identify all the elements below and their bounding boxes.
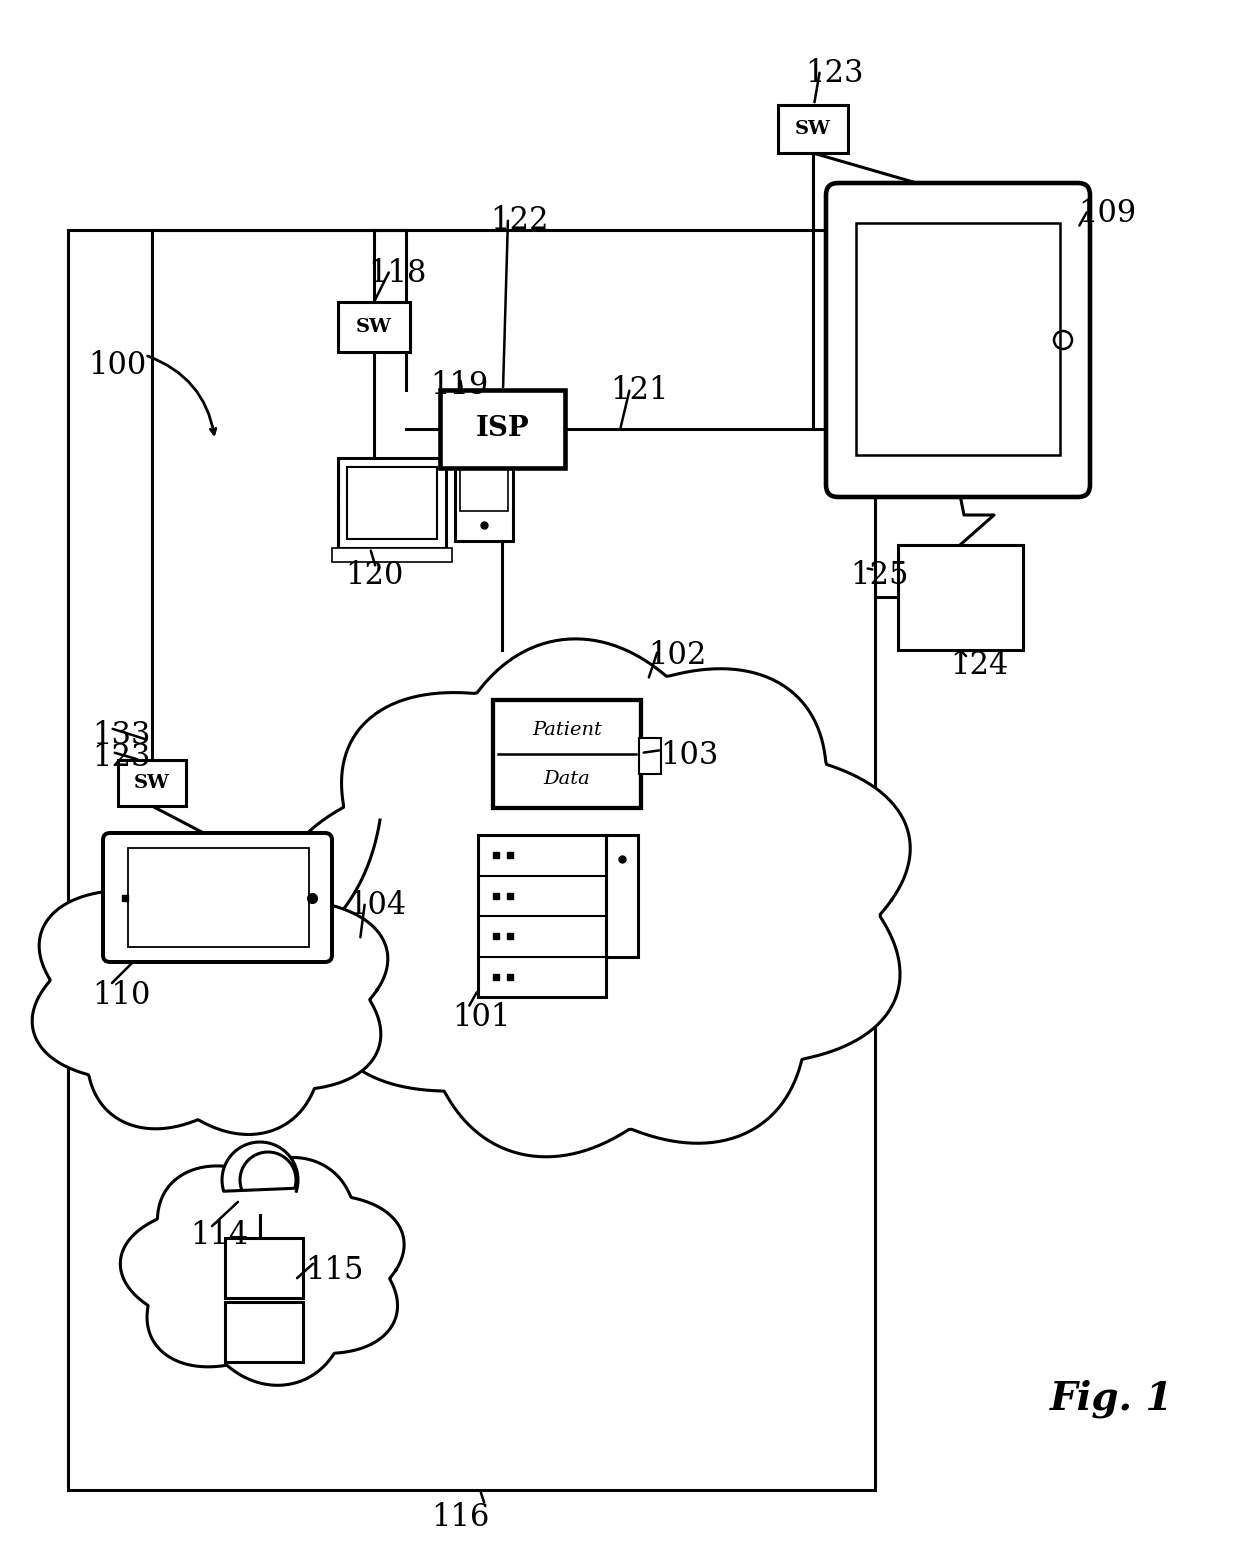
- Text: SW: SW: [134, 774, 170, 792]
- Text: 110: 110: [92, 979, 150, 1010]
- Polygon shape: [281, 639, 910, 1156]
- FancyBboxPatch shape: [332, 548, 453, 562]
- Text: 119: 119: [430, 369, 489, 400]
- Text: SW: SW: [795, 120, 831, 138]
- Text: 124: 124: [950, 650, 1008, 681]
- FancyBboxPatch shape: [68, 230, 875, 1490]
- Text: SW: SW: [356, 318, 392, 335]
- Text: 116: 116: [430, 1502, 490, 1533]
- Text: 114: 114: [190, 1220, 248, 1251]
- Text: 104: 104: [348, 889, 407, 920]
- FancyBboxPatch shape: [440, 390, 565, 469]
- Polygon shape: [120, 1158, 404, 1386]
- FancyBboxPatch shape: [339, 458, 446, 548]
- Text: 121: 121: [610, 376, 668, 407]
- FancyBboxPatch shape: [494, 700, 641, 809]
- FancyBboxPatch shape: [460, 458, 508, 511]
- Text: 133: 133: [92, 720, 150, 751]
- FancyBboxPatch shape: [606, 835, 639, 956]
- Text: 118: 118: [368, 258, 427, 289]
- Text: 122: 122: [490, 205, 548, 236]
- FancyBboxPatch shape: [347, 467, 436, 539]
- Text: 102: 102: [649, 639, 707, 670]
- Text: 101: 101: [453, 1003, 511, 1034]
- Text: Patient: Patient: [532, 722, 601, 739]
- FancyBboxPatch shape: [224, 1238, 303, 1297]
- Text: 100: 100: [88, 351, 146, 380]
- Text: Fig. 1: Fig. 1: [1050, 1380, 1173, 1419]
- FancyBboxPatch shape: [455, 453, 513, 542]
- Polygon shape: [32, 846, 388, 1135]
- Text: 123: 123: [92, 742, 150, 773]
- FancyBboxPatch shape: [856, 223, 1060, 455]
- FancyBboxPatch shape: [898, 545, 1023, 650]
- FancyBboxPatch shape: [639, 737, 661, 774]
- Text: 109: 109: [1078, 199, 1136, 230]
- Text: 123: 123: [805, 57, 863, 88]
- Text: 115: 115: [305, 1256, 363, 1287]
- Polygon shape: [222, 1142, 298, 1192]
- FancyBboxPatch shape: [103, 833, 332, 962]
- FancyBboxPatch shape: [118, 760, 186, 805]
- Text: ISP: ISP: [476, 416, 529, 442]
- Text: Data: Data: [543, 770, 590, 788]
- FancyBboxPatch shape: [339, 303, 410, 352]
- FancyBboxPatch shape: [128, 847, 309, 947]
- FancyBboxPatch shape: [477, 835, 606, 996]
- Text: 120: 120: [345, 560, 403, 591]
- FancyBboxPatch shape: [224, 1302, 303, 1363]
- FancyBboxPatch shape: [777, 106, 848, 154]
- FancyBboxPatch shape: [826, 183, 1090, 497]
- Text: 103: 103: [660, 740, 718, 771]
- Text: 125: 125: [849, 560, 909, 591]
